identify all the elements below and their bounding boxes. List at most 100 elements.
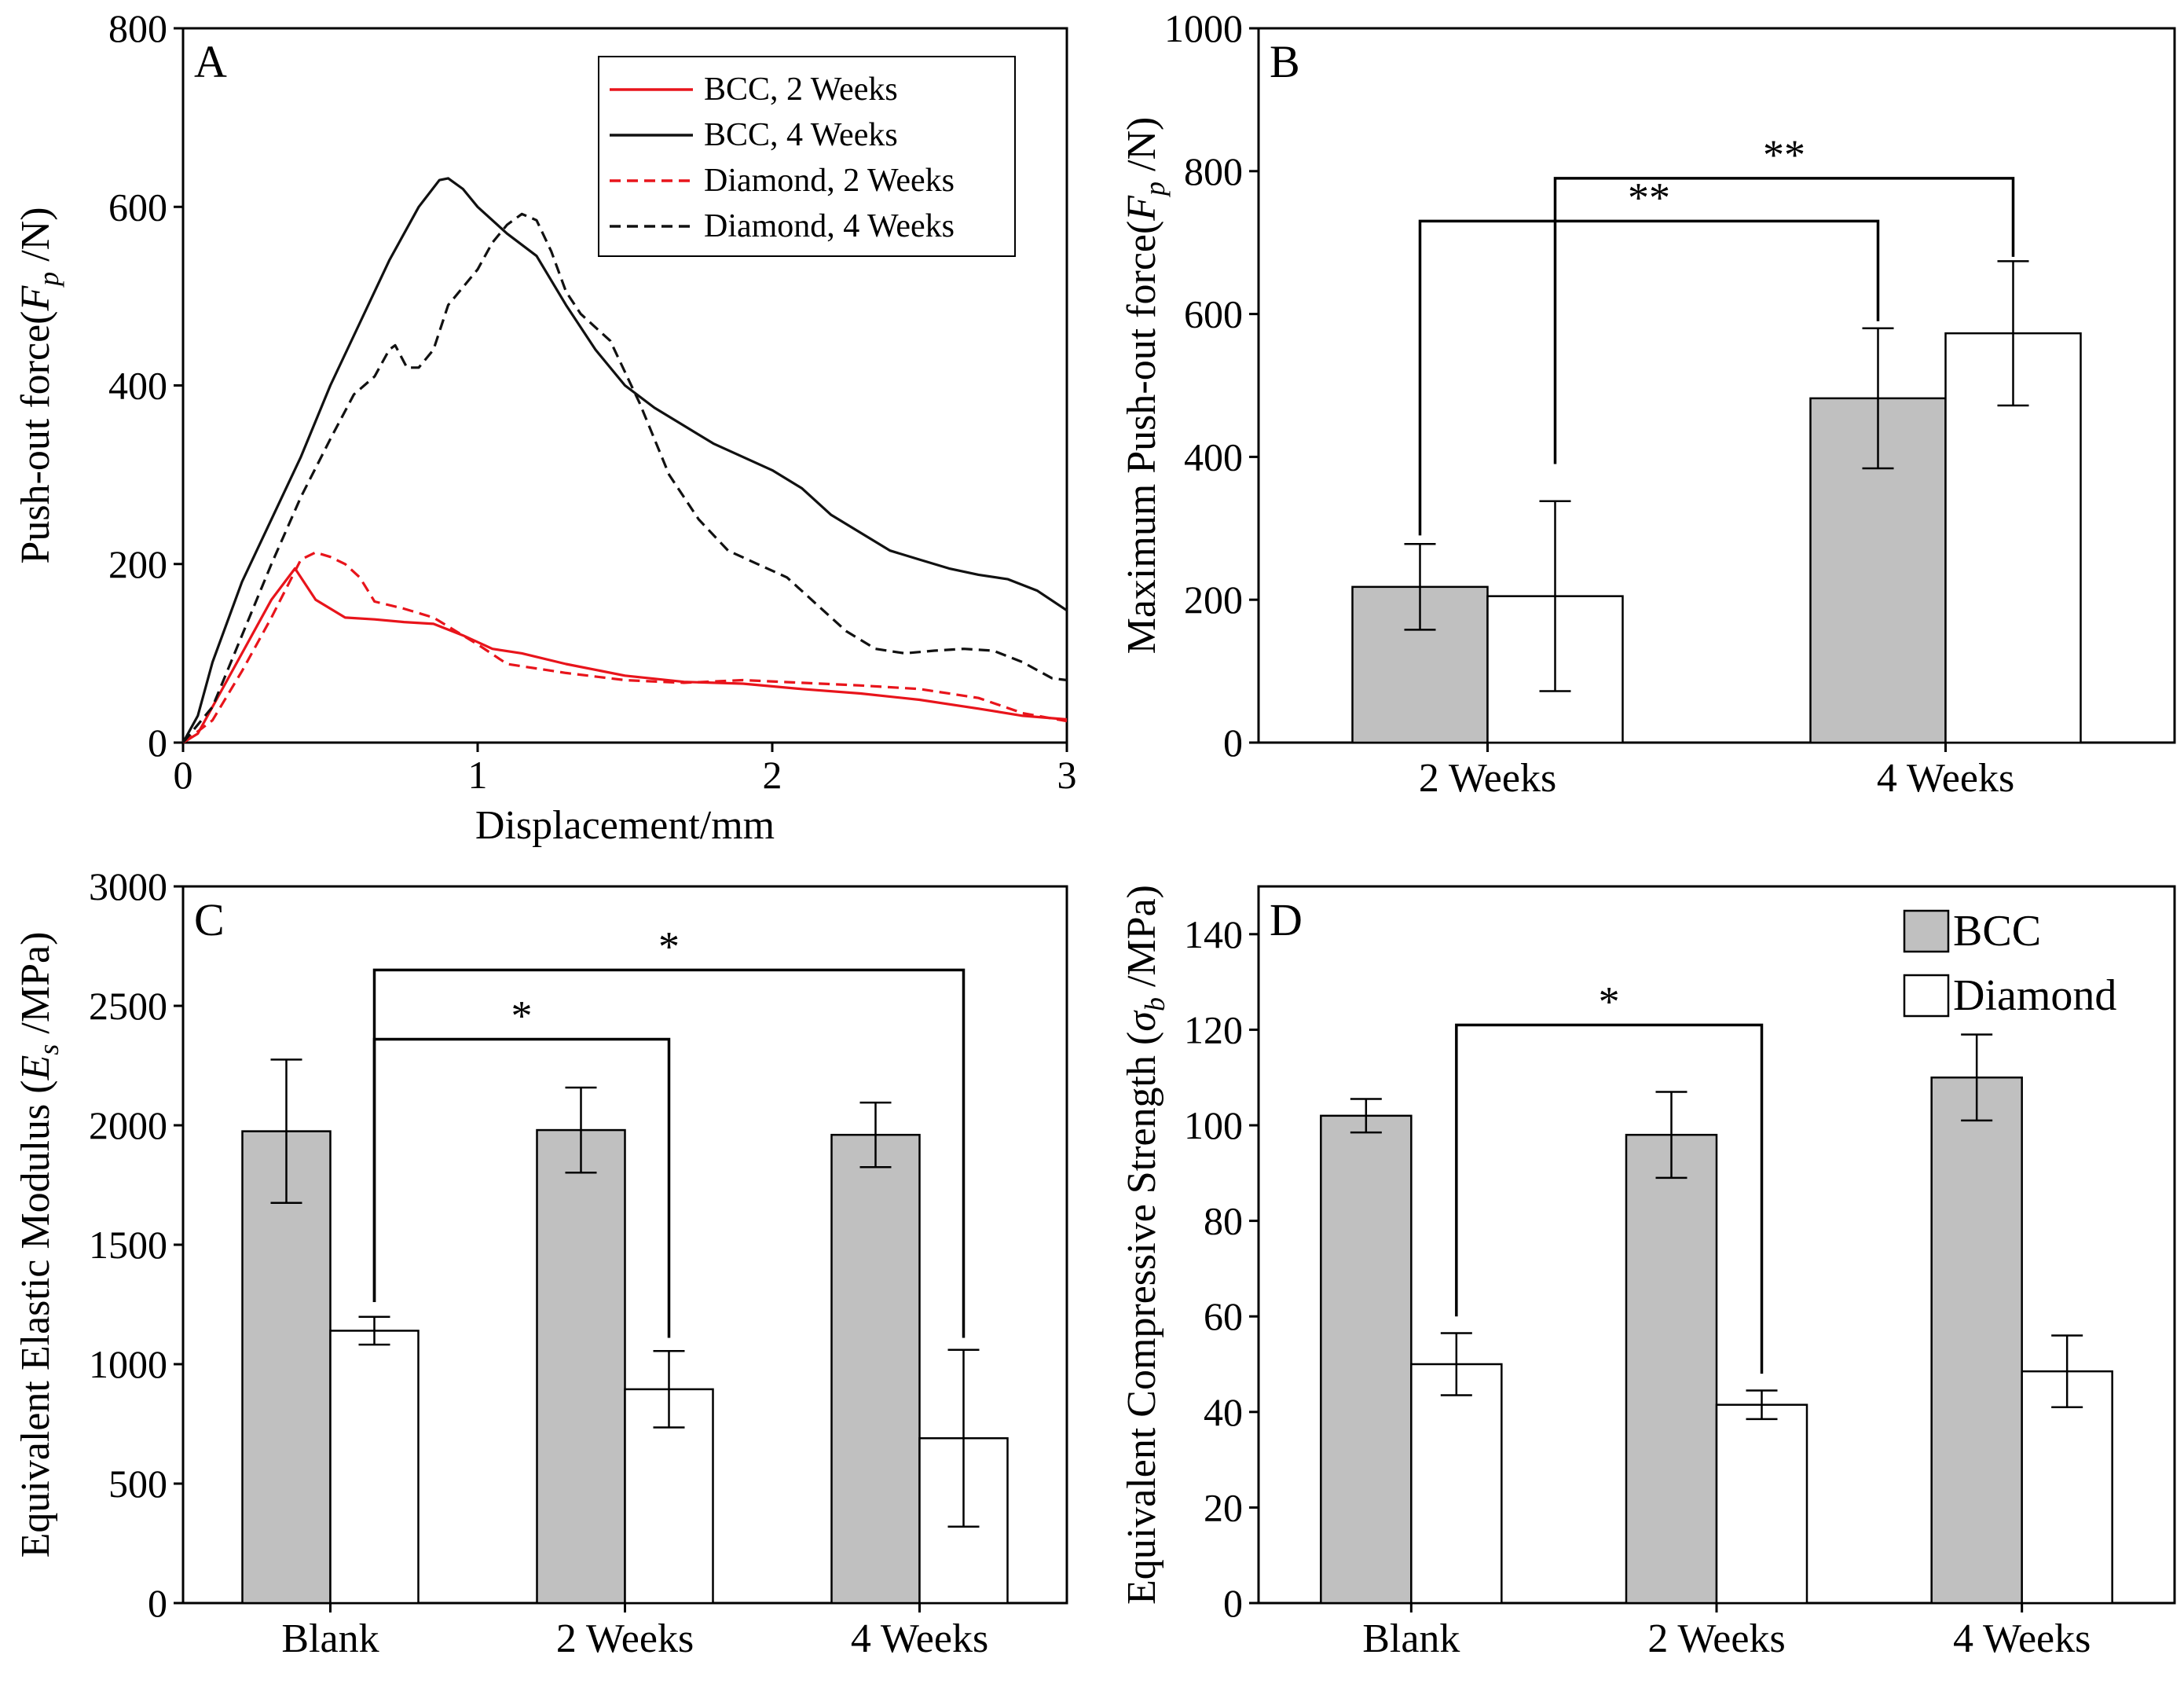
b-y-tick-label: 0 xyxy=(1223,721,1243,765)
c-panel-letter: C xyxy=(194,894,225,945)
d-legend-label: Diamond xyxy=(1953,971,2116,1020)
a-x-tick-label: 0 xyxy=(174,753,193,797)
a-y-label-symbol: F xyxy=(13,285,58,312)
b-y-tick-label: 200 xyxy=(1184,578,1243,622)
c-y-tick-label: 2000 xyxy=(89,1103,167,1147)
c-y-label-unit: /MPa) xyxy=(13,932,58,1044)
d-legend-label: BCC xyxy=(1953,907,2041,956)
d-y-tick-label: 100 xyxy=(1184,1103,1243,1147)
panel-b-bar-chart: 0 200 400 600 800 1000 2 Weeks 4 Weeks ** ** Maxim… xyxy=(1119,6,2176,801)
b-bar-bcc xyxy=(1809,397,1947,744)
b-y-axis-label: Maximum Push-out force(Fp /N) xyxy=(1119,117,1171,655)
b-y-label-subscript: p xyxy=(1139,182,1171,198)
d-bar-bcc xyxy=(1320,1114,1413,1605)
panel-c-bar-chart: 0 500 1000 1500 2000 2500 3000 Blank 2 Weeks 4 We… xyxy=(13,864,1068,1661)
c-y-tick-label: 3000 xyxy=(89,864,167,908)
c-y-tick-label: 0 xyxy=(148,1581,167,1625)
c-y-axis-label: Equivalent Elastic Modulus (Es /MPa) xyxy=(13,932,64,1558)
d-bar-bcc xyxy=(1930,1076,2023,1605)
c-y-label-subscript: s xyxy=(33,1044,64,1055)
d-x-tick-label: 2 Weeks xyxy=(1647,1616,1785,1661)
a-series-line-2 xyxy=(182,551,1068,744)
b-significance-bracket xyxy=(1553,177,2015,464)
b-y-tick-label: 800 xyxy=(1184,149,1243,193)
d-y-label-text: Equivalent Compressive Strength ( xyxy=(1119,1032,1164,1605)
a-series-line-0 xyxy=(182,567,1068,744)
b-y-label-text: Maximum Push-out force( xyxy=(1119,221,1164,655)
a-legend-box xyxy=(598,56,1016,257)
d-x-tick-label: Blank xyxy=(1362,1616,1460,1661)
c-y-label-symbol: E xyxy=(13,1055,58,1081)
a-legend-label: BCC, 2 Weeks xyxy=(704,72,898,108)
b-x-tick-label: 2 Weeks xyxy=(1419,756,1556,801)
d-bar-bcc xyxy=(1625,1133,1718,1605)
d-bar-diamond xyxy=(1715,1403,1808,1605)
d-y-label-unit: /MPa) xyxy=(1119,885,1164,997)
a-panel-letter: A xyxy=(194,36,227,87)
panel-d-bar-chart: 0 20 40 60 80 100 120 140 Blank 2 Weeks 4 Weeks * Eq… xyxy=(1119,885,2176,1661)
c-y-tick-label: 2500 xyxy=(89,984,167,1028)
d-significance-bracket xyxy=(1455,1023,1764,1374)
a-series-line-3 xyxy=(181,212,1068,744)
a-y-label-unit: /N) xyxy=(13,207,58,271)
a-x-axis-label: Displacement/mm xyxy=(475,803,775,848)
b-y-label-unit: /N) xyxy=(1119,117,1164,182)
c-y-tick-label: 1000 xyxy=(89,1342,167,1386)
a-y-tick-label: 800 xyxy=(108,6,167,50)
c-significance-marker: * xyxy=(511,992,533,1040)
c-x-tick-label: Blank xyxy=(281,1616,379,1661)
a-x-tick-label: 2 xyxy=(763,753,782,797)
d-legend-swatch xyxy=(1903,974,1950,1018)
d-x-tick-label: 4 Weeks xyxy=(1953,1616,2091,1661)
d-bar-diamond xyxy=(2021,1370,2113,1605)
d-y-tick-label: 0 xyxy=(1223,1581,1243,1625)
b-y-label-symbol: F xyxy=(1119,195,1164,222)
c-y-tick-label: 1500 xyxy=(89,1223,167,1267)
d-y-tick-label: 140 xyxy=(1184,912,1243,956)
d-y-axis-label: Equivalent Compressive Strength (σb /MPa… xyxy=(1119,885,1171,1605)
c-y-tick-label: 500 xyxy=(108,1462,167,1506)
a-legend-label: BCC, 4 Weeks xyxy=(704,117,898,153)
a-y-label-subscript: p xyxy=(33,272,64,288)
b-panel-letter: B xyxy=(1270,36,1300,87)
b-x-tick-label: 4 Weeks xyxy=(1877,756,2014,801)
a-series-line-1 xyxy=(181,177,1068,743)
c-bar-diamond xyxy=(329,1330,420,1605)
b-y-tick-label: 600 xyxy=(1184,292,1243,336)
a-legend-label: Diamond, 4 Weeks xyxy=(704,208,955,244)
d-y-tick-label: 80 xyxy=(1204,1199,1243,1243)
a-y-axis-label: Push-out force(Fp /N) xyxy=(13,207,64,563)
c-bar-bcc xyxy=(536,1128,626,1605)
b-y-tick-label: 400 xyxy=(1184,435,1243,479)
c-x-tick-label: 4 Weeks xyxy=(851,1616,988,1661)
panel-a-line-chart: 0 200 400 600 800 0 1 2 3 Displacement/mm Push-out… xyxy=(13,6,1077,848)
c-significance-bracket xyxy=(372,968,966,1338)
d-significance-marker: * xyxy=(1599,978,1620,1025)
b-y-tick-label: 1000 xyxy=(1164,6,1243,50)
d-legend-swatch xyxy=(1903,909,1950,953)
c-y-label-text: Equivalent Elastic Modulus ( xyxy=(13,1080,58,1557)
a-y-tick-label: 200 xyxy=(108,542,167,586)
b-significance-marker: ** xyxy=(1628,174,1670,221)
b-significance-marker: ** xyxy=(1763,131,1805,178)
d-y-tick-label: 20 xyxy=(1204,1485,1243,1529)
b-plot-frame xyxy=(1257,27,2176,744)
a-x-tick-label: 3 xyxy=(1057,753,1077,797)
a-x-tick-label: 1 xyxy=(468,753,488,797)
c-bar-bcc xyxy=(830,1133,921,1605)
a-y-tick-label: 600 xyxy=(108,185,167,229)
d-panel-letter: D xyxy=(1270,894,1303,945)
c-significance-marker: * xyxy=(658,923,680,970)
d-y-label-symbol: σ xyxy=(1119,1010,1164,1032)
d-bar-diamond xyxy=(1410,1363,1503,1605)
d-y-tick-label: 60 xyxy=(1204,1294,1243,1338)
a-y-tick-label: 0 xyxy=(148,721,167,765)
d-y-tick-label: 40 xyxy=(1204,1390,1243,1434)
b-significance-bracket xyxy=(1418,219,1880,536)
c-x-tick-label: 2 Weeks xyxy=(556,1616,694,1661)
d-y-tick-label: 120 xyxy=(1184,1007,1243,1051)
a-y-tick-label: 400 xyxy=(108,364,167,408)
a-legend-label: Diamond, 2 Weeks xyxy=(704,163,955,199)
d-y-label-subscript: b xyxy=(1139,997,1171,1011)
